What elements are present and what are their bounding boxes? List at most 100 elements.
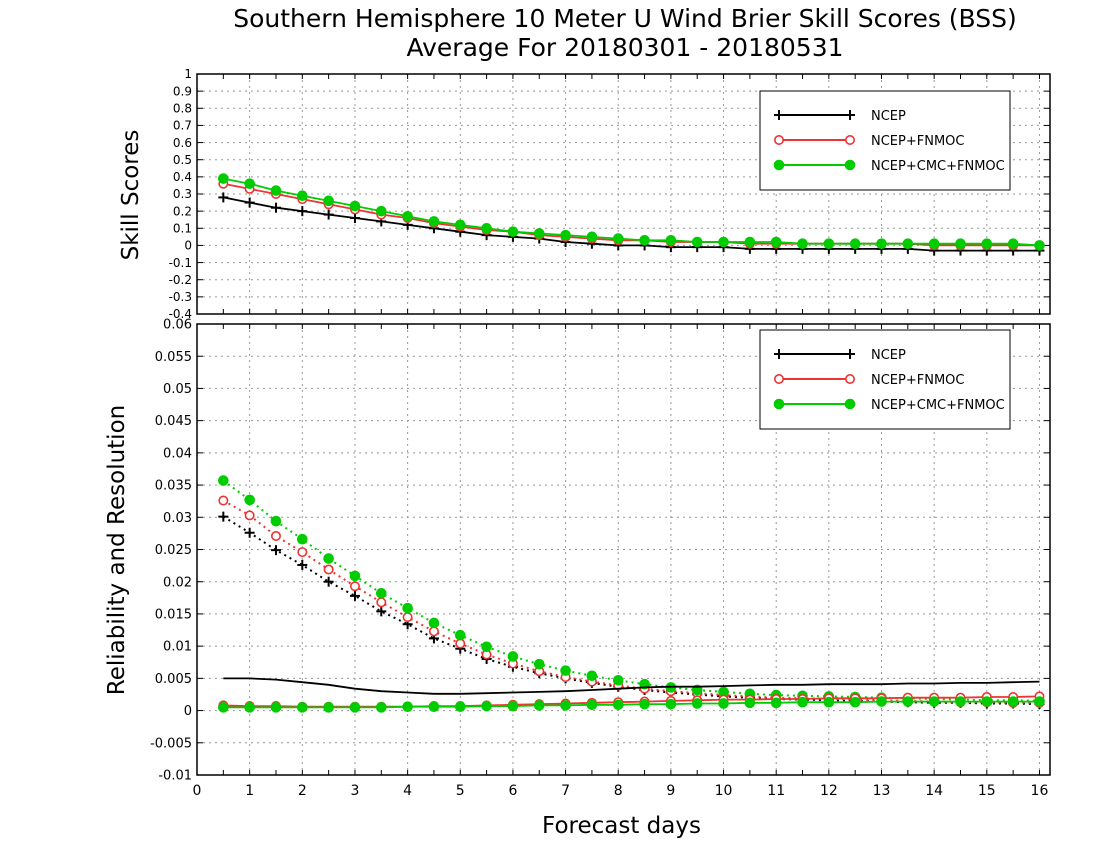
y-tick-label: 0.1 — [173, 221, 192, 235]
data-point-5 — [639, 698, 650, 710]
x-tick-label: 11 — [767, 783, 785, 799]
data-point-5 — [876, 696, 887, 707]
y-tick-label: -0.2 — [169, 273, 192, 287]
y-tick-label: 0.04 — [163, 446, 192, 461]
y-tick-label: 0 — [184, 704, 192, 719]
series-line-3 — [223, 677, 1040, 695]
data-point-2 — [1007, 238, 1019, 250]
data-point-5 — [718, 698, 729, 709]
y-tick-label: 0.035 — [155, 479, 192, 494]
data-point-2 — [218, 475, 229, 486]
data-point-5 — [797, 696, 808, 708]
x-tick-label: 8 — [614, 783, 623, 799]
data-point-5 — [297, 702, 308, 713]
data-point-2 — [533, 228, 545, 239]
bottom-panel-reliability-resolution: -0.01 -0.005 0 0.005 0.01 0.015 0.02 0.025 0.03 0… — [104, 318, 1051, 839]
series-line-0 — [223, 196, 1040, 252]
data-point-5 — [533, 700, 545, 711]
data-point-5 — [1007, 696, 1019, 707]
y-tick-label: 0.005 — [155, 672, 192, 687]
legend-label-0: NCEP — [871, 109, 906, 124]
data-point-2 — [612, 233, 624, 244]
data-point-5 — [270, 702, 282, 713]
y-tick-label: 0.8 — [173, 101, 192, 115]
x-tick-label: 1 — [245, 783, 254, 799]
data-point-5 — [586, 699, 598, 711]
data-point-2 — [981, 238, 993, 250]
data-point-2 — [560, 665, 571, 676]
data-point-1 — [270, 530, 281, 541]
data-point-2 — [823, 238, 835, 250]
data-point-2 — [323, 553, 334, 564]
y-tick-label: 1 — [184, 67, 192, 81]
x-tick-label: 6 — [508, 783, 517, 799]
data-point-2 — [533, 658, 545, 670]
data-point-1 — [323, 564, 334, 575]
data-point-2 — [454, 219, 466, 231]
data-point-2 — [218, 173, 229, 184]
legend-marker-1 — [773, 135, 784, 146]
legend-marker-2 — [773, 159, 785, 171]
legend-label-1: NCEP+FNMOC — [871, 134, 964, 149]
legend-label-2: NCEP+CMC+FNMOC — [871, 159, 1005, 174]
data-point-2 — [560, 229, 571, 241]
chart-title-block: Southern Hemisphere 10 Meter U Wind Brie… — [0, 4, 1100, 62]
data-point-5 — [323, 702, 334, 713]
data-point-5 — [402, 701, 413, 713]
legend-marker-2 — [844, 159, 856, 171]
data-point-2 — [297, 190, 308, 202]
data-point-5 — [244, 702, 255, 713]
data-point-2 — [849, 238, 861, 250]
data-point-1 — [455, 638, 466, 649]
data-point-2 — [323, 195, 334, 207]
data-point-2 — [612, 674, 624, 686]
data-point-2 — [1034, 240, 1045, 251]
data-point-2 — [639, 234, 650, 246]
x-tick-label: 16 — [1031, 783, 1049, 799]
series-line-2 — [222, 479, 1040, 702]
data-point-5 — [902, 696, 914, 707]
data-point-2 — [955, 238, 966, 250]
data-point-2 — [507, 226, 519, 238]
series-line-1 — [222, 499, 1040, 704]
data-point-5 — [612, 699, 624, 711]
series-line-0 — [222, 515, 1040, 706]
y-tick-label: 0.045 — [155, 414, 192, 429]
x-tick-label: 0 — [193, 783, 202, 799]
y-tick-label: 0.03 — [163, 511, 192, 526]
data-point-2 — [454, 629, 466, 641]
series-line-1 — [223, 182, 1040, 247]
y-tick-label: -0.005 — [150, 736, 192, 751]
data-point-5 — [928, 696, 940, 707]
y-tick-label: -0.1 — [169, 256, 192, 270]
data-point-2 — [402, 210, 413, 222]
chart-subtitle: Average For 20180301 - 20180531 — [406, 33, 844, 62]
y-axis-label: Reliability and Resolution — [104, 405, 130, 695]
y-tick-label: 0 — [184, 239, 192, 253]
legend-marker-1 — [773, 373, 784, 384]
data-point-1 — [349, 581, 360, 592]
data-point-5 — [770, 697, 782, 709]
data-point-1 — [218, 495, 229, 506]
x-tick-label: 9 — [666, 783, 675, 799]
data-point-2 — [428, 216, 440, 227]
data-point-2 — [718, 236, 729, 248]
data-point-2 — [375, 588, 387, 599]
y-tick-label: 0.01 — [163, 640, 192, 655]
data-point-2 — [402, 602, 413, 614]
data-point-5 — [375, 702, 387, 713]
legend-label-2: NCEP+CMC+FNMOC — [871, 398, 1005, 413]
data-point-5 — [823, 696, 835, 708]
x-axis-label: Forecast days — [542, 813, 701, 839]
y-tick-label: 0.4 — [173, 170, 192, 184]
data-point-2 — [902, 238, 914, 250]
y-tick-label: 0.025 — [155, 543, 192, 558]
y-tick-label: 0.06 — [163, 318, 192, 333]
y-tick-label: 0.5 — [173, 153, 192, 167]
plot-frame — [196, 323, 1051, 776]
data-point-2 — [375, 205, 387, 217]
data-point-2 — [586, 670, 598, 682]
y-tick-label: 0.7 — [173, 119, 192, 133]
data-point-2 — [691, 236, 703, 248]
y-tick-label: 0.015 — [155, 607, 192, 622]
